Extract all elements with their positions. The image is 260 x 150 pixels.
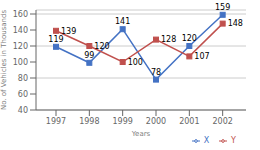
svg-text:2001: 2001 — [179, 117, 199, 126]
svg-text:1997: 1997 — [46, 117, 66, 126]
svg-text:1998: 1998 — [79, 117, 99, 126]
svg-text:40: 40 — [18, 106, 28, 115]
svg-text:2000: 2000 — [146, 117, 166, 126]
svg-text:2002: 2002 — [212, 117, 232, 126]
svg-text:141: 141 — [115, 17, 130, 26]
svg-text:120: 120 — [182, 34, 197, 43]
svg-text:139: 139 — [61, 27, 76, 36]
svg-text:100: 100 — [13, 58, 28, 67]
svg-text:60: 60 — [18, 90, 28, 99]
svg-text:80: 80 — [18, 74, 28, 83]
svg-text:120: 120 — [94, 42, 109, 51]
svg-text:120: 120 — [13, 42, 28, 51]
svg-text:No. of Vehicles in Thousands: No. of Vehicles in Thousands — [0, 10, 8, 111]
html-text:Y: Y — [231, 136, 236, 145]
svg-text:78: 78 — [151, 68, 161, 77]
html-text:X: X — [203, 136, 210, 145]
svg-text:1999: 1999 — [112, 117, 132, 126]
svg-text:Years: Years — [131, 130, 151, 138]
svg-text:128: 128 — [161, 35, 176, 44]
svg-text:159: 159 — [215, 3, 230, 12]
svg-text:140: 140 — [13, 26, 28, 35]
svg-text:100: 100 — [128, 58, 143, 67]
svg-text:99: 99 — [84, 51, 94, 60]
svg-text:160: 160 — [13, 10, 28, 19]
svg-text:107: 107 — [194, 52, 209, 61]
svg-text:119: 119 — [48, 35, 63, 44]
svg-text:148: 148 — [228, 19, 243, 28]
